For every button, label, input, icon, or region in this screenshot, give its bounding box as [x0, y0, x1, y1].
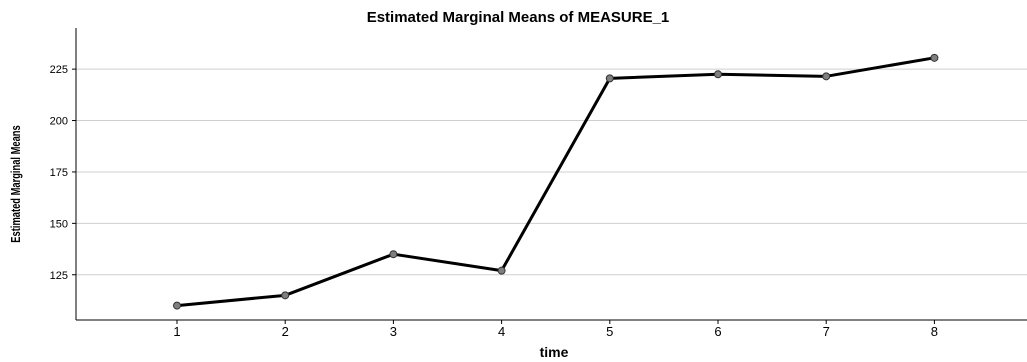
x-tick-label: 6	[714, 324, 721, 339]
y-tick-labels: 125 150 175 200 225	[50, 64, 76, 282]
y-tick-label: 150	[50, 218, 68, 230]
chart-title: Estimated Marginal Means of MEASURE_1	[367, 9, 670, 26]
x-tick-label: 7	[823, 324, 830, 339]
y-tick-label: 175	[50, 167, 68, 179]
x-tick-label: 3	[390, 324, 397, 339]
y-tick-label: 200	[50, 116, 68, 128]
data-point	[173, 301, 181, 310]
data-point	[389, 250, 398, 259]
data-point	[822, 72, 831, 81]
y-tick-label: 125	[50, 270, 68, 282]
series-line	[176, 56, 935, 308]
x-tick-labels: 1 2 3 4 5 6 7 8	[173, 320, 938, 339]
data-point	[281, 291, 290, 300]
x-tick-label: 4	[498, 324, 505, 339]
data-point	[497, 266, 506, 275]
data-points	[173, 53, 939, 310]
y-tick-label: 225	[50, 64, 68, 76]
x-tick-label: 1	[173, 324, 180, 339]
x-axis-label: time	[540, 344, 569, 360]
data-point	[930, 53, 939, 62]
x-tick-label: 2	[282, 324, 289, 339]
data-point	[605, 74, 614, 83]
x-tick-label: 8	[931, 324, 938, 339]
grid-lines	[76, 68, 1027, 276]
data-point	[714, 70, 722, 79]
y-axis-label: Estimated Marginal Means	[10, 125, 24, 242]
x-tick-label: 5	[606, 324, 613, 339]
